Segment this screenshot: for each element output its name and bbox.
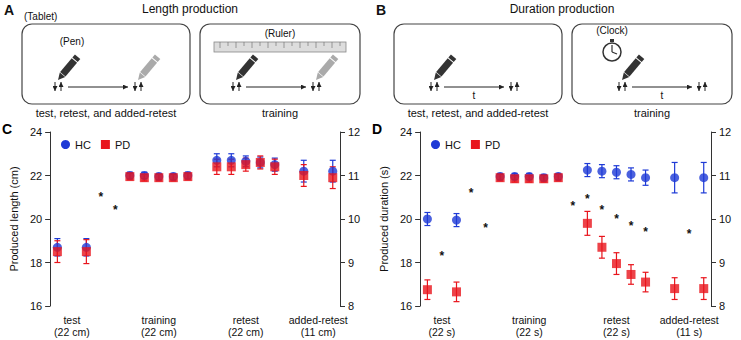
svg-text:(22 cm): (22 cm) [228, 326, 264, 338]
svg-text:Length production: Length production [142, 2, 238, 16]
svg-text:9: 9 [719, 257, 725, 269]
svg-text:test, retest, and added-retest: test, retest, and added-retest [408, 107, 549, 119]
svg-text:*: * [614, 212, 619, 226]
svg-text:(22 cm): (22 cm) [54, 326, 90, 338]
svg-text:HC: HC [445, 139, 461, 151]
svg-text:24: 24 [30, 126, 42, 138]
svg-text:18: 18 [30, 257, 42, 269]
svg-text:*: * [571, 199, 576, 213]
svg-text:PD: PD [485, 139, 500, 151]
svg-text:*: * [440, 249, 445, 263]
svg-text:*: * [99, 190, 104, 204]
svg-text:9: 9 [348, 257, 354, 269]
svg-text:*: * [585, 192, 590, 206]
svg-text:HC: HC [75, 139, 91, 151]
svg-text:C: C [2, 122, 12, 137]
svg-text:10: 10 [348, 213, 360, 225]
svg-text:20: 20 [30, 213, 42, 225]
svg-text:retest: retest [233, 314, 259, 326]
svg-text:test, retest, and added-retest: test, retest, and added-retest [36, 107, 177, 119]
svg-text:*: * [643, 225, 648, 239]
svg-text:(22 cm): (22 cm) [141, 326, 177, 338]
svg-text:test: test [63, 314, 80, 326]
svg-text:(22 s): (22 s) [516, 326, 543, 338]
svg-text:(11 cm): (11 cm) [301, 326, 336, 338]
svg-text:Duration production: Duration production [510, 2, 615, 16]
svg-text:16: 16 [400, 300, 412, 312]
svg-text:PD: PD [115, 139, 130, 151]
svg-text:18: 18 [400, 257, 412, 269]
svg-text:(Ruler): (Ruler) [265, 28, 296, 39]
svg-text:24: 24 [400, 126, 412, 138]
svg-text:added-retest: added-retest [660, 314, 719, 326]
svg-text:training: training [634, 107, 670, 119]
svg-text:*: * [687, 227, 692, 241]
svg-text:(Pen): (Pen) [60, 36, 84, 47]
svg-text:22: 22 [400, 170, 412, 182]
svg-text:10: 10 [719, 213, 731, 225]
svg-text:Produced length (cm): Produced length (cm) [8, 166, 20, 271]
svg-text:*: * [113, 203, 118, 217]
svg-text:12: 12 [719, 126, 731, 138]
svg-text:11: 11 [348, 170, 359, 182]
svg-text:11: 11 [719, 170, 730, 182]
svg-text:test: test [433, 314, 450, 326]
svg-text:*: * [483, 221, 488, 235]
svg-text:*: * [600, 203, 605, 217]
svg-text:t: t [661, 90, 664, 101]
svg-text:8: 8 [719, 300, 725, 312]
svg-text:(22 s): (22 s) [429, 326, 456, 338]
svg-text:t: t [473, 90, 476, 101]
svg-text:B: B [376, 2, 386, 18]
svg-text:D: D [372, 122, 382, 137]
svg-text:(Clock): (Clock) [596, 25, 628, 36]
svg-text:12: 12 [348, 126, 360, 138]
svg-text:20: 20 [400, 213, 412, 225]
svg-text:*: * [469, 186, 474, 200]
svg-text:(Tablet): (Tablet) [24, 11, 57, 22]
svg-text:*: * [629, 219, 634, 233]
svg-text:16: 16 [30, 300, 42, 312]
svg-text:retest: retest [603, 314, 629, 326]
svg-text:8: 8 [348, 300, 354, 312]
svg-text:training: training [512, 314, 547, 326]
svg-text:Produced duration (s): Produced duration (s) [378, 166, 390, 272]
svg-text:A: A [4, 2, 14, 18]
svg-text:(11 s): (11 s) [676, 326, 702, 338]
svg-text:(22 s): (22 s) [603, 326, 630, 338]
svg-text:training: training [142, 314, 177, 326]
svg-text:training: training [262, 107, 298, 119]
svg-text:added-retest: added-retest [289, 314, 348, 326]
svg-text:22: 22 [30, 170, 42, 182]
